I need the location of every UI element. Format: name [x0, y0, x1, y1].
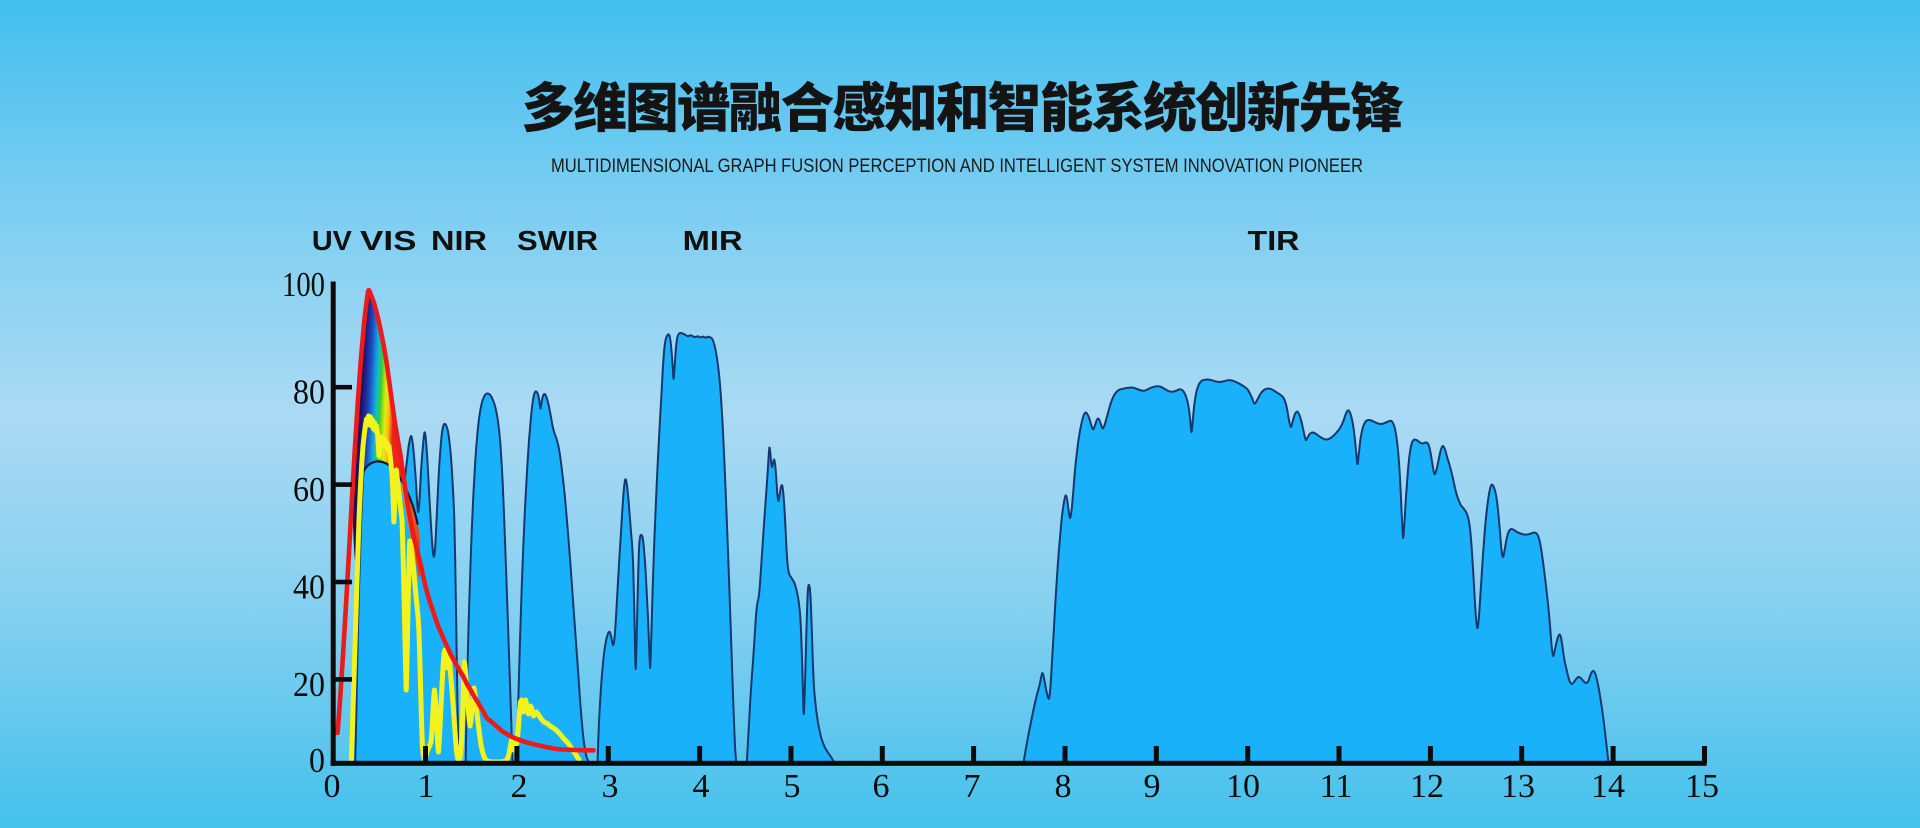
svg-text:5: 5	[784, 768, 801, 805]
svg-text:40: 40	[293, 568, 325, 607]
svg-text:20: 20	[293, 665, 325, 704]
svg-text:9: 9	[1144, 768, 1161, 805]
svg-text:3: 3	[602, 768, 619, 805]
svg-text:1: 1	[418, 768, 435, 805]
svg-text:NIR: NIR	[431, 225, 487, 256]
svg-text:8: 8	[1055, 768, 1072, 805]
svg-text:12: 12	[1410, 768, 1444, 805]
svg-text:7: 7	[964, 768, 981, 805]
svg-text:MIR: MIR	[683, 225, 743, 256]
svg-text:2: 2	[511, 768, 528, 805]
svg-text:60: 60	[293, 470, 325, 509]
svg-text:0: 0	[324, 768, 341, 805]
svg-text:13: 13	[1501, 768, 1535, 805]
svg-text:TIR: TIR	[1248, 225, 1300, 256]
svg-text:SWIR: SWIR	[517, 225, 598, 256]
svg-text:10: 10	[1226, 768, 1260, 805]
svg-text:6: 6	[873, 768, 890, 805]
svg-text:0: 0	[309, 741, 325, 780]
svg-text:11: 11	[1320, 768, 1353, 805]
svg-text:VIS: VIS	[360, 225, 417, 256]
svg-text:MULTIDIMENSIONAL GRAPH FUSION: MULTIDIMENSIONAL GRAPH FUSION PERCEPTION…	[551, 155, 1363, 177]
svg-text:80: 80	[293, 373, 325, 412]
svg-text:100: 100	[282, 265, 325, 304]
svg-text:14: 14	[1591, 768, 1625, 805]
svg-text:UV: UV	[312, 225, 352, 256]
svg-text:15: 15	[1685, 768, 1719, 805]
svg-text:4: 4	[693, 768, 710, 805]
